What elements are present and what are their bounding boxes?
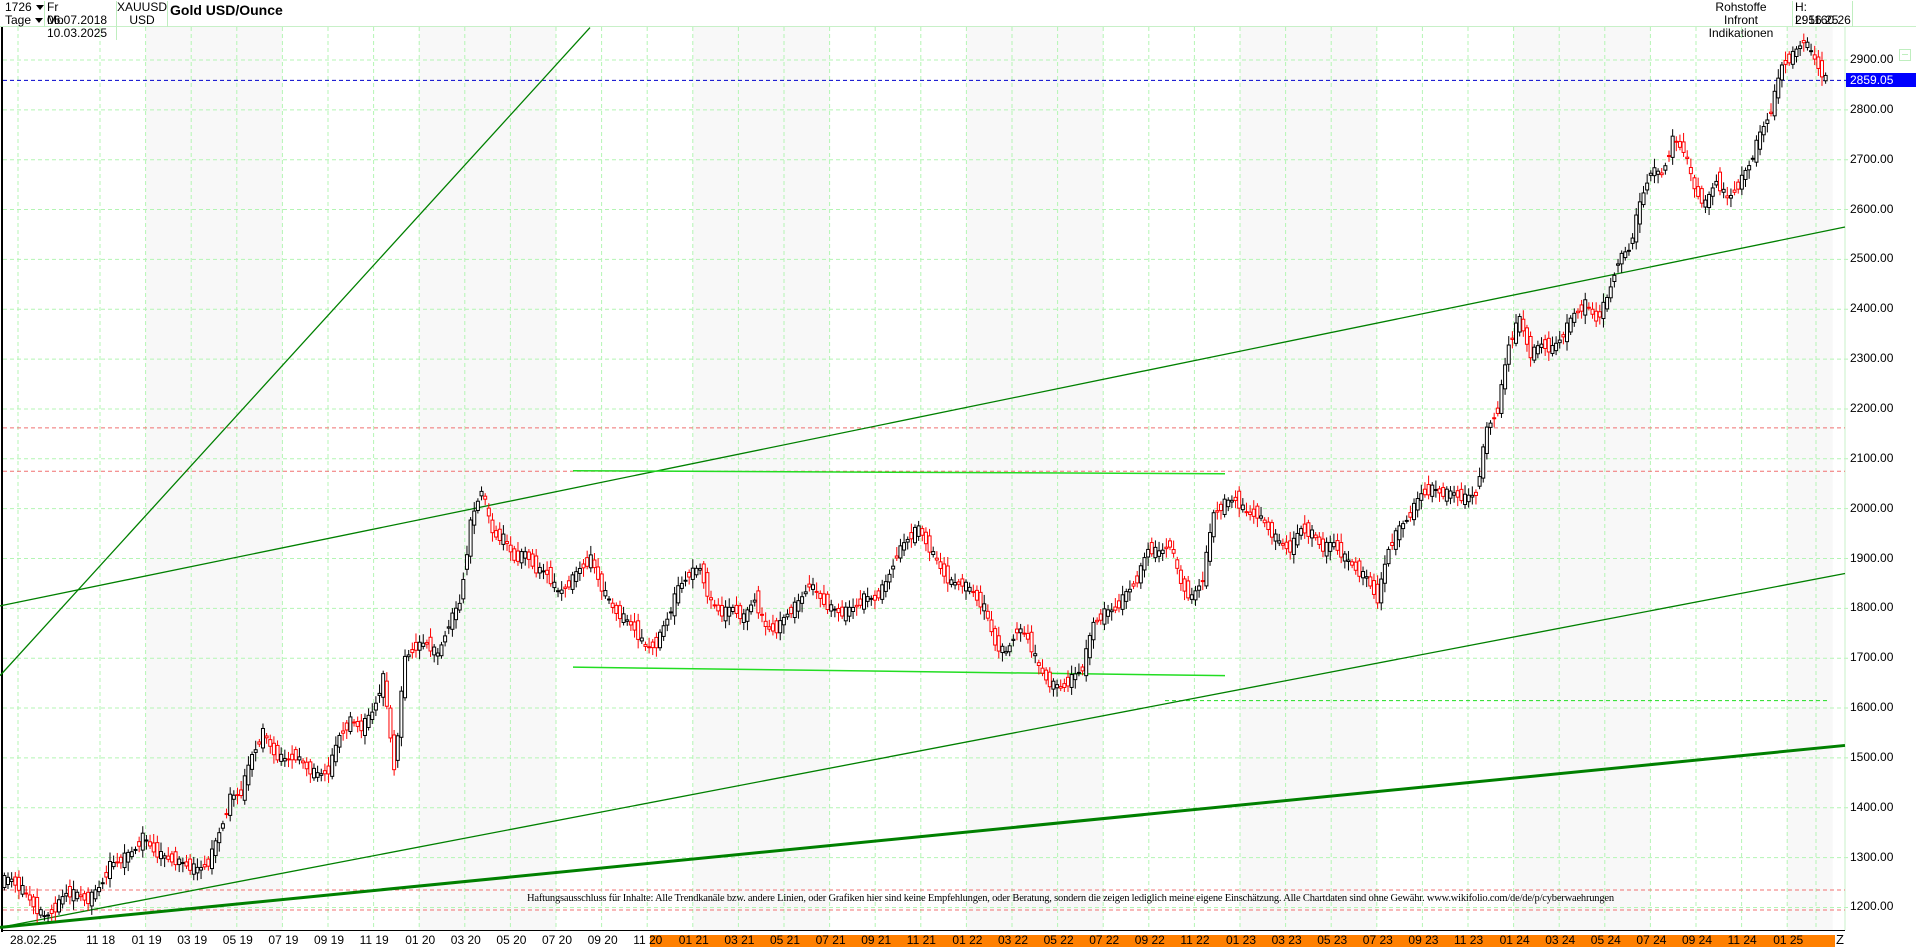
x-tick-label: 09 22 xyxy=(1134,933,1165,947)
y-tick-label: 2000.00 xyxy=(1850,500,1894,515)
zoom-button[interactable]: Z xyxy=(1836,932,1844,947)
category-label: Rohstoffe xyxy=(1690,1,1793,14)
x-tick-label: 11 23 xyxy=(1454,933,1484,947)
x-tick-label: 03 19 xyxy=(177,933,208,947)
x-tick-label: 05 21 xyxy=(770,933,801,947)
y-tick-label: 2400.00 xyxy=(1850,301,1894,316)
x-tick-label: 09 20 xyxy=(587,933,618,947)
x-tick-label: 01 19 xyxy=(131,933,162,947)
x-tick-label: 07 20 xyxy=(542,933,573,947)
chart-title: Gold USD/Ounce xyxy=(170,2,283,18)
y-tick-label: 1400.00 xyxy=(1850,799,1894,814)
price-chart[interactable] xyxy=(0,27,1916,932)
y-tick-label: 1300.00 xyxy=(1850,849,1894,864)
y-tick-label: 1600.00 xyxy=(1850,700,1894,715)
interval-value: Tage xyxy=(5,13,32,27)
currency-label: USD xyxy=(117,14,168,27)
x-tick-label: 09 24 xyxy=(1682,933,1713,947)
low-value: L: 1160.26 xyxy=(1793,14,1853,27)
y-tick-label: 2300.00 xyxy=(1850,351,1894,366)
y-tick-label: 2600.00 xyxy=(1850,201,1894,216)
y-tick-label: 1700.00 xyxy=(1850,650,1894,665)
x-tick-label: 11 20 xyxy=(633,933,663,947)
x-tick-label: 07 21 xyxy=(815,933,846,947)
x-axis xyxy=(3,930,1845,949)
bar-count-value: 1726 xyxy=(5,0,32,14)
x-tick-label: 09 21 xyxy=(861,933,892,947)
x-tick-label: 07 24 xyxy=(1636,933,1667,947)
y-tick-label: 1900.00 xyxy=(1850,550,1894,565)
x-tick-label: 03 23 xyxy=(1271,933,1302,947)
x-tick-label: 28.02.25 xyxy=(10,933,57,947)
current-price-label: 2859.05 xyxy=(1846,73,1916,88)
x-tick-label: 11 22 xyxy=(1180,933,1210,947)
x-tick-label: 07 19 xyxy=(268,933,299,947)
orange-range-bar xyxy=(650,935,1835,947)
y-tick-label: 2700.00 xyxy=(1850,151,1894,166)
bar-count-select[interactable]: 1726 xyxy=(0,1,45,14)
symbol-label: XAUUSD xyxy=(117,0,168,14)
x-tick-label: 03 20 xyxy=(450,933,481,947)
x-tick-label: 11 24 xyxy=(1727,933,1757,947)
y-tick-label: 2500.00 xyxy=(1850,251,1894,266)
x-tick-label: 01 21 xyxy=(678,933,709,947)
interval-select[interactable]: Tage xyxy=(0,14,45,27)
y-tick-label: 1500.00 xyxy=(1850,749,1894,764)
y-tick-label: 2100.00 xyxy=(1850,450,1894,465)
disclaimer-text: Haftungsausschluss für Inhalte: Alle Tre… xyxy=(527,893,1614,904)
x-tick-label: 01 24 xyxy=(1499,933,1530,947)
x-tick-label: 11 21 xyxy=(906,933,936,947)
x-tick-label: 01 22 xyxy=(952,933,983,947)
y-tick-label: 1200.00 xyxy=(1850,899,1894,914)
chart-header: 1726 Tage Fr 06.07.2018 Mo 10.03.2025 XA… xyxy=(0,0,1916,40)
collapse-icon[interactable] xyxy=(1899,49,1911,61)
x-tick-label: 05 20 xyxy=(496,933,527,947)
x-tick-label: 01 25 xyxy=(1773,933,1804,947)
x-tick-label: 05 24 xyxy=(1590,933,1621,947)
x-tick-label: 03 21 xyxy=(724,933,755,947)
x-tick-label: 03 22 xyxy=(998,933,1029,947)
x-tick-label: 05 22 xyxy=(1043,933,1074,947)
x-tick-label: 11 18 xyxy=(86,933,116,947)
x-tick-label: 07 23 xyxy=(1362,933,1393,947)
x-tick-label: 09 23 xyxy=(1408,933,1439,947)
y-tick-label: 2800.00 xyxy=(1850,101,1894,116)
end-date: Mo 10.03.2025 xyxy=(45,14,117,40)
y-tick-label: 1800.00 xyxy=(1850,600,1894,615)
x-tick-label: 07 22 xyxy=(1089,933,1120,947)
chevron-down-icon xyxy=(35,18,44,24)
x-tick-label: 01 20 xyxy=(405,933,436,947)
chevron-down-icon xyxy=(35,5,44,11)
x-tick-label: 01 23 xyxy=(1226,933,1257,947)
x-tick-label: 03 24 xyxy=(1545,933,1576,947)
x-tick-label: 05 23 xyxy=(1317,933,1348,947)
x-tick-label: 09 19 xyxy=(314,933,345,947)
y-tick-label: 2900.00 xyxy=(1850,52,1894,66)
x-tick-label: 11 19 xyxy=(359,933,389,947)
x-tick-label: 05 19 xyxy=(222,933,253,947)
y-tick-label: 2200.00 xyxy=(1850,400,1894,415)
